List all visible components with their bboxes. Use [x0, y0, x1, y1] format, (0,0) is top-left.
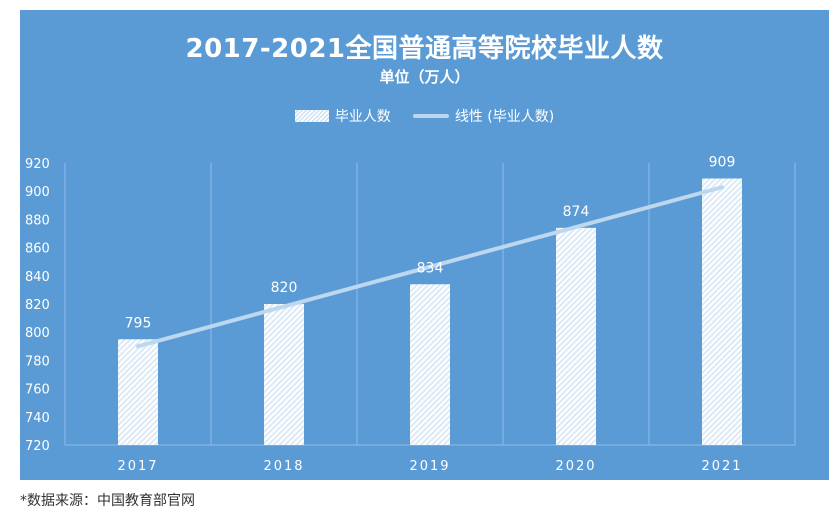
y-tick-label: 820: [25, 298, 50, 313]
chart-subtitle: 单位（万人）: [379, 68, 470, 86]
legend-swatch-trendline: [412, 114, 449, 118]
trendline: [136, 185, 724, 349]
y-tick-label: 860: [25, 242, 50, 257]
bar-2021: [702, 178, 742, 445]
y-tick-label: 840: [25, 270, 50, 285]
legend-item-trendline: 线性 (毕业人数): [412, 106, 555, 126]
bar-2017: [118, 339, 158, 445]
legend-label-trendline: 线性 (毕业人数): [454, 109, 555, 125]
y-tick-label: 880: [25, 213, 50, 228]
bar-2018: [264, 304, 304, 445]
data-label-2021: 909: [709, 155, 736, 171]
data-label-2020: 874: [563, 204, 590, 220]
legend-label-bars: 毕业人数: [334, 109, 391, 125]
y-tick-label: 740: [25, 411, 50, 426]
x-tick-label: 2017: [117, 459, 158, 474]
data-label-2019: 834: [417, 260, 444, 276]
legend-item-bars: 毕业人数: [294, 106, 391, 126]
x-tick-label: 2020: [555, 459, 596, 474]
chart-title: 2017-2021全国普通高等院校毕业人数: [185, 34, 664, 64]
y-tick-label: 780: [25, 354, 50, 369]
chart-legend: 毕业人数 线性 (毕业人数): [20, 106, 829, 126]
x-tick-label: 2018: [263, 459, 304, 474]
legend-swatch-bars: [294, 110, 329, 122]
x-tick-label: 2019: [409, 459, 450, 474]
data-label-2018: 820: [271, 280, 298, 296]
chart-plot: 795 820 834 874 909 720 740 760 780 800 820 840 860…: [25, 155, 796, 474]
data-label-2017: 795: [125, 315, 152, 331]
y-tick-label: 900: [25, 185, 50, 200]
x-tick-label: 2021: [701, 459, 742, 474]
y-tick-label: 720: [25, 439, 50, 454]
y-tick-label: 760: [25, 383, 50, 398]
data-source-note: *数据来源：中国教育部官网: [20, 493, 195, 509]
chart-container: 2017-2021全国普通高等院校毕业人数 单位（万人） 毕业人数 线性 (毕业…: [20, 10, 829, 480]
y-tick-label: 800: [25, 326, 50, 341]
y-tick-label: 920: [25, 157, 50, 172]
bar-2020: [556, 227, 596, 445]
bar-2019: [410, 284, 450, 445]
